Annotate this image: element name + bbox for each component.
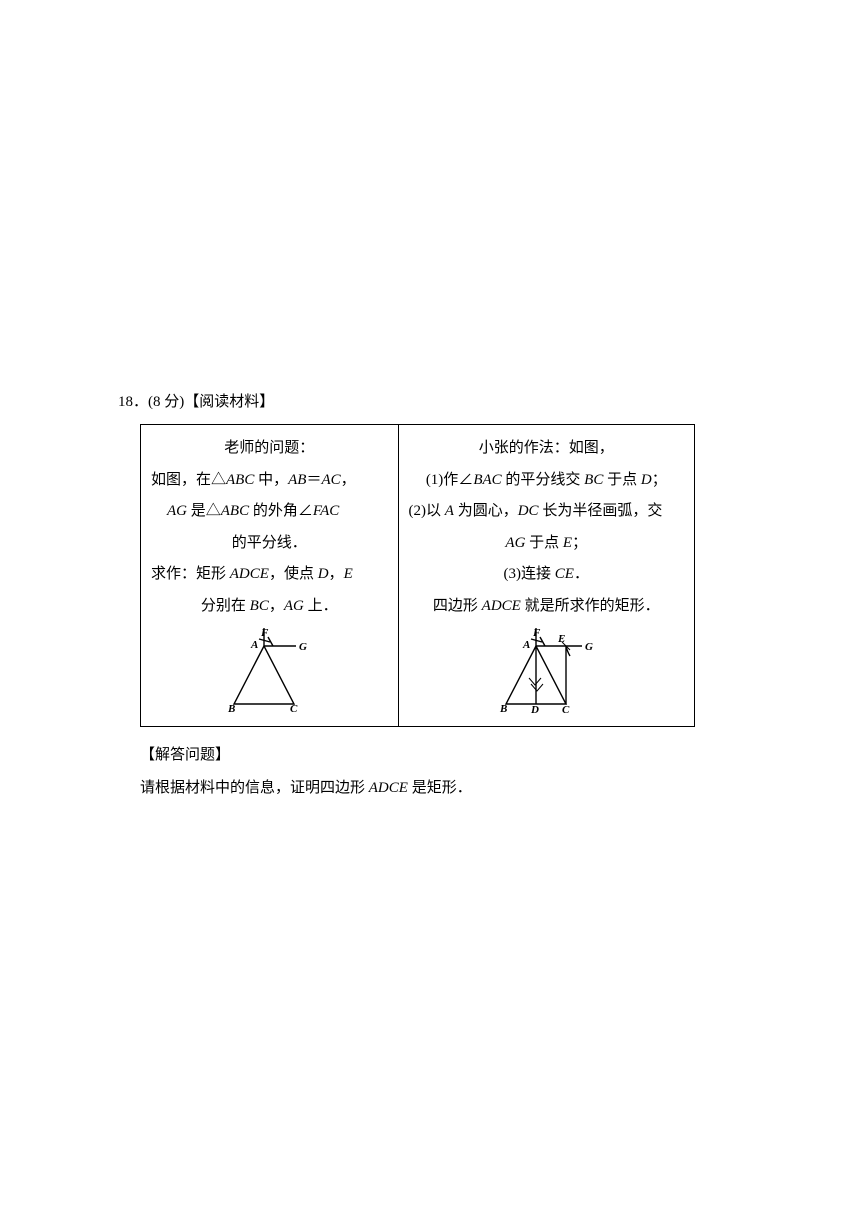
problem-number: 18． (118, 394, 148, 410)
label-G2: G (585, 641, 593, 653)
solve-section: 【解答问题】 请根据材料中的信息，证明四边形 ADCE 是矩形． (140, 739, 742, 805)
zhang-method-cell: 小张的作法：如图， (1)作∠BAC 的平分线交 BC 于点 D； (2)以 A… (399, 425, 694, 726)
left-line4: 求作：矩形 ADCE，使点 D，E (151, 559, 388, 591)
teacher-problem-cell: 老师的问题： 如图，在△ABC 中，AB＝AC， AG 是△ABC 的外角∠FA… (141, 425, 399, 726)
problem-header: 18．(8 分)【阅读材料】 (118, 390, 742, 414)
table-row: 老师的问题： 如图，在△ABC 中，AB＝AC， AG 是△ABC 的外角∠FA… (141, 425, 694, 726)
label-C2: C (562, 704, 570, 714)
label-E2: E (557, 633, 565, 645)
right-diagram: A F E G B D C (409, 622, 684, 720)
label-D2: D (530, 704, 539, 714)
header-label: 【阅读材料】 (184, 394, 274, 410)
right-line2: (2)以 A 为圆心，DC 长为半径画弧，交 (409, 496, 684, 528)
material-table: 老师的问题： 如图，在△ABC 中，AB＝AC， AG 是△ABC 的外角∠FA… (140, 424, 695, 727)
right-line1: (1)作∠BAC 的平分线交 BC 于点 D； (409, 465, 684, 497)
left-line5: 分别在 BC，AG 上． (151, 591, 388, 623)
right-title: 小张的作法：如图， (409, 433, 684, 465)
triangle-diagram-left: A F G B C (214, 626, 324, 714)
label-A2: A (522, 639, 530, 651)
right-line4: (3)连接 CE． (409, 559, 684, 591)
left-diagram: A F G B C (151, 622, 388, 720)
right-line5: 四边形 ADCE 就是所求作的矩形． (409, 591, 684, 623)
label-G: G (299, 641, 307, 653)
left-line3: 的平分线． (151, 528, 388, 560)
triangle-diagram-right: A F E G B D C (486, 626, 606, 714)
label-F: F (260, 627, 269, 639)
problem-points: (8 分) (148, 394, 184, 410)
left-title: 老师的问题： (151, 433, 388, 465)
label-C: C (290, 703, 298, 714)
label-B: B (227, 703, 235, 714)
left-line1: 如图，在△ABC 中，AB＝AC， (151, 465, 388, 497)
left-line2: AG 是△ABC 的外角∠FAC (151, 496, 388, 528)
problem-block: 18．(8 分)【阅读材料】 老师的问题： 如图，在△ABC 中，AB＝AC， … (118, 390, 742, 805)
footer-line: 请根据材料中的信息，证明四边形 ADCE 是矩形． (140, 772, 742, 805)
footer-label: 【解答问题】 (140, 739, 742, 772)
label-B2: B (499, 703, 507, 714)
label-F2: F (532, 627, 541, 639)
right-line3: AG 于点 E； (409, 528, 684, 560)
label-A: A (250, 639, 258, 651)
